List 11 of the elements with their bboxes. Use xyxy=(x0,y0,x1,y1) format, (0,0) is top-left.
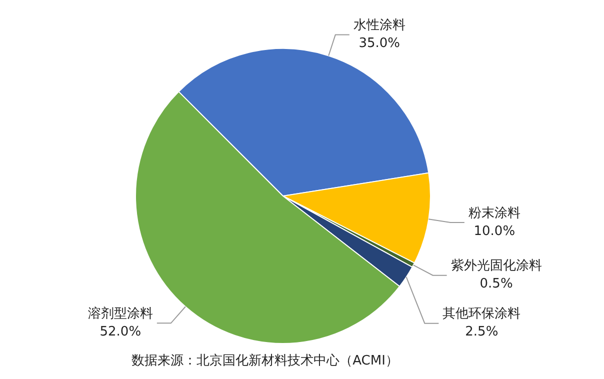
data-label: 52.0% xyxy=(100,324,142,340)
slice-label: 粉末涂料 xyxy=(468,206,520,221)
data-label: 10.0% xyxy=(474,224,516,239)
data-label: 0.5% xyxy=(480,276,513,292)
data-label: 35.0% xyxy=(358,36,400,52)
source-note: 数据来源：北京国化新材料技术中心（ACMI） xyxy=(132,352,398,368)
data-label: 2.5% xyxy=(465,324,498,340)
slice-label: 紫外光固化涂料 xyxy=(450,258,542,274)
slice-label: 水性涂料 xyxy=(353,18,406,34)
slice-label: 溶剂型涂料 xyxy=(88,306,153,322)
slice-label: 其他环保涂料 xyxy=(442,306,521,322)
